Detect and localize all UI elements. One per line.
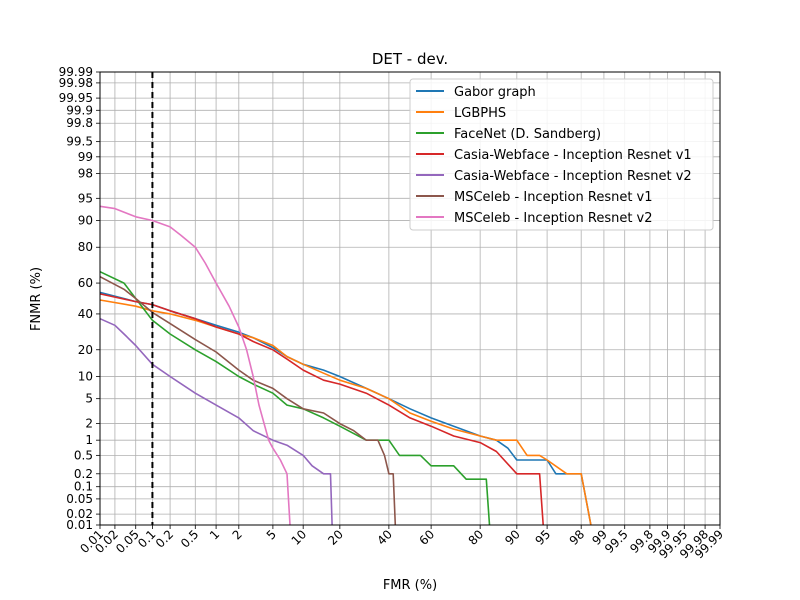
y-tick-label: 60 xyxy=(78,276,93,290)
y-tick-label: 0.02 xyxy=(66,507,93,521)
legend-box xyxy=(409,78,714,231)
series-line-5 xyxy=(99,275,397,526)
y-tick-label: 90 xyxy=(78,213,93,227)
y-tick-label: 10 xyxy=(78,370,93,384)
legend-label: FaceNet (D. Sandberg) xyxy=(454,127,601,142)
y-tick-label: 80 xyxy=(78,240,93,254)
legend-label: MSCeleb - Inception Resnet v1 xyxy=(454,190,653,205)
y-tick-label: 0.05 xyxy=(66,492,93,506)
y-tick-label: 98 xyxy=(78,166,93,180)
y-tick-label: 0.1 xyxy=(74,480,93,494)
y-axis-ticks: 0.010.020.050.10.2 0.51 2 5 10 20 40 60 80 90 95 98… xyxy=(59,65,100,532)
y-tick-label: 2 xyxy=(85,417,93,431)
series-line-3 xyxy=(99,293,544,526)
legend-label: LGBPHS xyxy=(454,106,506,121)
y-tick-label: 99.98 xyxy=(59,76,93,90)
legend-label: Casia-Webface - Inception Resnet v2 xyxy=(454,169,692,184)
y-tick-label: 99.5 xyxy=(66,135,93,149)
legend-label: MSCeleb - Inception Resnet v2 xyxy=(454,211,653,226)
y-tick-label: 0.01 xyxy=(66,518,93,532)
chart-title: DET - dev. xyxy=(372,50,448,68)
y-tick-label: 5 xyxy=(85,392,93,406)
y-tick-label: 1 xyxy=(85,433,93,447)
x-axis-label: FMR (%) xyxy=(383,578,437,593)
legend-label: Casia-Webface - Inception Resnet v1 xyxy=(454,148,692,163)
legend: Gabor graph LGBPHS FaceNet (D. Sandberg) Ca… xyxy=(409,78,714,231)
series-line-6 xyxy=(99,205,291,526)
y-tick-label: 0.5 xyxy=(74,448,93,462)
y-tick-label: 99.9 xyxy=(66,103,93,117)
y-tick-label: 99.8 xyxy=(66,116,93,130)
y-axis-label: FNMR (%) xyxy=(29,267,44,331)
legend-label: Gabor graph xyxy=(454,85,536,100)
y-tick-label: 20 xyxy=(78,343,93,357)
y-tick-label: 99.95 xyxy=(59,91,93,105)
series-line-1 xyxy=(99,299,592,526)
y-tick-label: 99 xyxy=(78,150,93,164)
y-tick-label: 99.99 xyxy=(59,65,93,79)
y-tick-label: 0.2 xyxy=(74,467,93,481)
plot-frame xyxy=(99,71,721,526)
y-tick-label: 95 xyxy=(78,191,93,205)
y-tick-label: 40 xyxy=(78,307,93,321)
series-lines xyxy=(99,205,592,526)
series-line-4 xyxy=(99,317,333,526)
